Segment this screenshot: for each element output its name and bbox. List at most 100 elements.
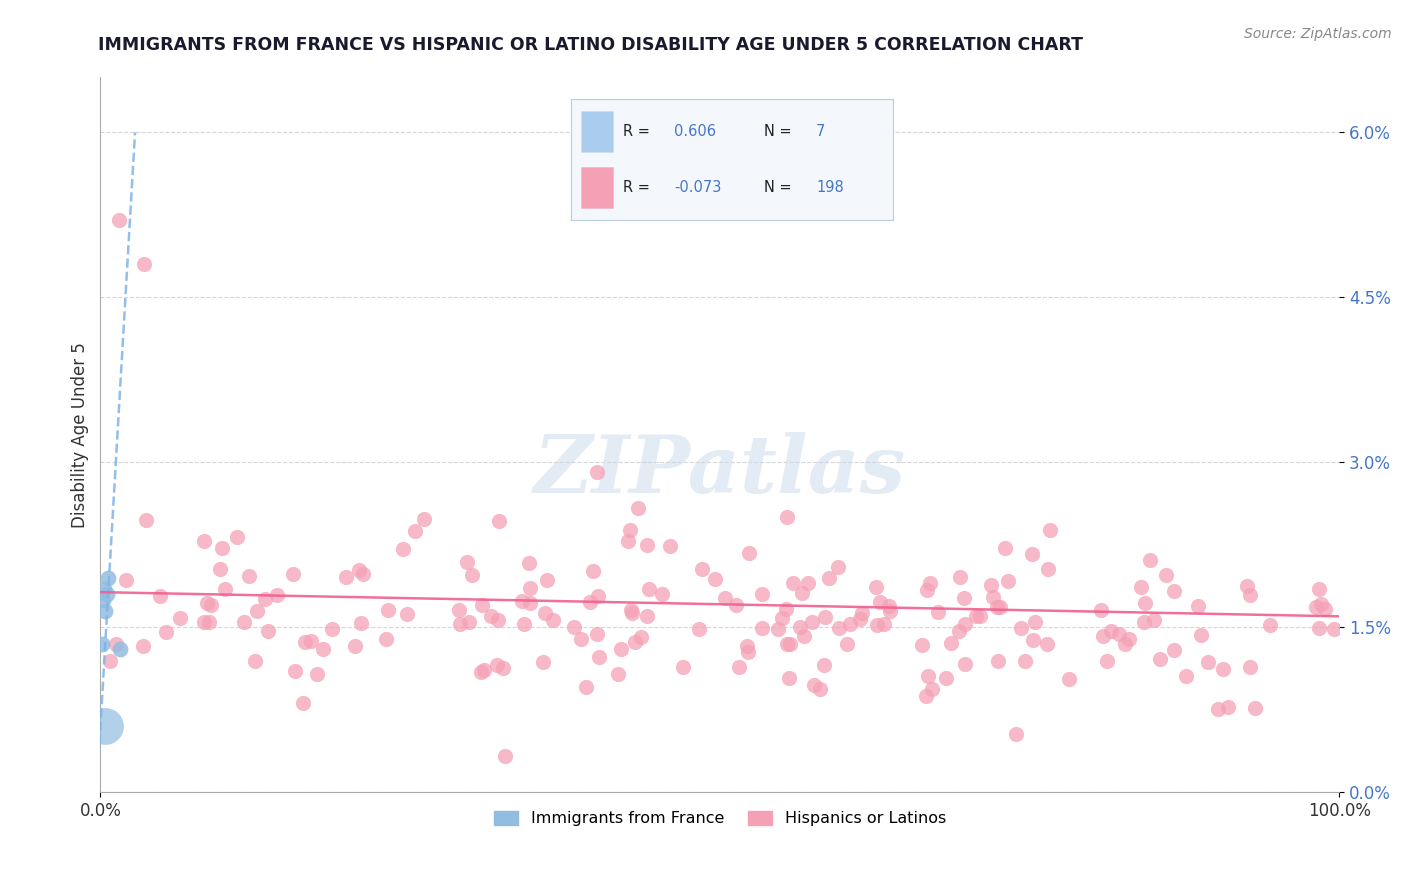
Text: IMMIGRANTS FROM FRANCE VS HISPANIC OR LATINO DISABILITY AGE UNDER 5 CORRELATION : IMMIGRANTS FROM FRANCE VS HISPANIC OR LA…	[98, 36, 1084, 54]
Point	[988, 599, 1011, 614]
Point	[492, 661, 515, 675]
Point	[155, 624, 177, 639]
Point	[865, 580, 887, 594]
Point	[96, 587, 118, 601]
Point	[659, 540, 682, 554]
Point	[1305, 600, 1327, 615]
Point	[939, 636, 962, 650]
Point	[869, 595, 891, 609]
Point	[915, 689, 938, 703]
Point	[1133, 597, 1156, 611]
Point	[751, 586, 773, 600]
Point	[1239, 659, 1261, 673]
Point	[969, 609, 991, 624]
Point	[915, 583, 938, 598]
Point	[226, 530, 249, 544]
Point	[623, 635, 645, 649]
Point	[770, 611, 793, 625]
Point	[588, 589, 610, 603]
Point	[575, 680, 598, 694]
Point	[321, 622, 343, 636]
Point	[1090, 603, 1112, 617]
Point	[104, 637, 127, 651]
Point	[636, 538, 658, 552]
Point	[1130, 580, 1153, 594]
Point	[517, 556, 540, 570]
Point	[352, 566, 374, 581]
Point	[1024, 615, 1046, 630]
Point	[737, 645, 759, 659]
Point	[1154, 568, 1177, 582]
Point	[404, 524, 426, 538]
Point	[877, 599, 900, 613]
Point	[724, 599, 747, 613]
Point	[987, 654, 1010, 668]
Point	[636, 609, 658, 624]
Point	[735, 640, 758, 654]
Point	[738, 546, 761, 560]
Point	[1099, 624, 1122, 638]
Point	[1189, 628, 1212, 642]
Point	[569, 632, 592, 647]
Point	[349, 615, 371, 630]
Point	[1118, 632, 1140, 647]
Point	[1005, 727, 1028, 741]
Y-axis label: Disability Age Under 5: Disability Age Under 5	[72, 342, 89, 528]
Point	[619, 523, 641, 537]
Point	[813, 657, 835, 672]
Point	[132, 257, 155, 271]
Point	[1133, 615, 1156, 629]
Point	[620, 602, 643, 616]
Point	[953, 617, 976, 632]
Point	[211, 541, 233, 555]
Point	[1236, 579, 1258, 593]
Point	[377, 603, 399, 617]
Point	[198, 615, 221, 629]
Point	[588, 649, 610, 664]
Text: Source: ZipAtlas.com: Source: ZipAtlas.com	[1244, 27, 1392, 41]
Point	[413, 512, 436, 526]
Point	[801, 615, 824, 629]
Point	[1308, 582, 1330, 597]
Point	[335, 570, 357, 584]
Point	[690, 562, 713, 576]
Point	[343, 639, 366, 653]
Point	[195, 596, 218, 610]
Point	[488, 514, 510, 528]
Point	[980, 577, 1002, 591]
Point	[1022, 632, 1045, 647]
Point	[449, 616, 471, 631]
Point	[1149, 651, 1171, 665]
Point	[606, 667, 628, 681]
Point	[470, 665, 492, 680]
Point	[651, 587, 673, 601]
Point	[818, 571, 841, 585]
Point	[948, 569, 970, 583]
Point	[108, 642, 131, 657]
Point	[803, 678, 825, 692]
Point	[1014, 654, 1036, 668]
Point	[917, 669, 939, 683]
Point	[1308, 621, 1330, 635]
Point	[299, 634, 322, 648]
Point	[457, 615, 479, 629]
Point	[169, 611, 191, 625]
Point	[1035, 637, 1057, 651]
Point	[347, 563, 370, 577]
Point	[245, 654, 267, 668]
Point	[1322, 622, 1344, 636]
Point	[93, 719, 115, 733]
Point	[214, 582, 236, 596]
Point	[536, 574, 558, 588]
Point	[582, 564, 605, 578]
Point	[510, 593, 533, 607]
Point	[866, 618, 889, 632]
Point	[513, 616, 536, 631]
Point	[93, 582, 115, 596]
Point	[519, 581, 541, 595]
Point	[1239, 588, 1261, 602]
Point	[312, 642, 335, 657]
Point	[98, 654, 121, 668]
Point	[1218, 700, 1240, 714]
Point	[586, 627, 609, 641]
